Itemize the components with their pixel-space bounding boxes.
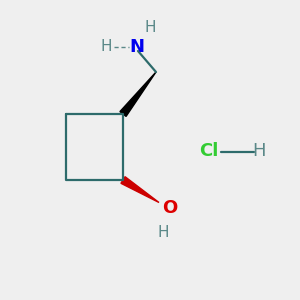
Text: H: H: [101, 39, 112, 54]
Text: H: H: [144, 20, 156, 34]
Text: H: H: [253, 142, 266, 160]
Text: H: H: [158, 225, 169, 240]
Text: N: N: [129, 38, 144, 56]
Text: O: O: [162, 200, 177, 217]
Text: Cl: Cl: [199, 142, 218, 160]
Polygon shape: [120, 72, 156, 116]
Polygon shape: [121, 177, 159, 202]
